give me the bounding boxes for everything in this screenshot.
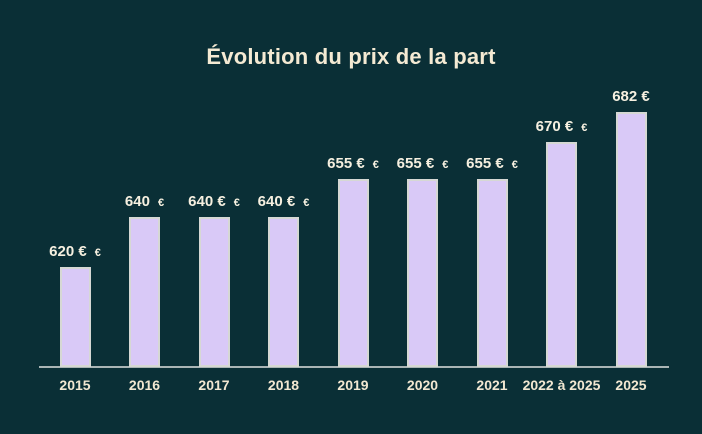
bar-value-label: 620 € € (49, 243, 101, 260)
bar-value-unit-suffix: € (303, 197, 310, 209)
bar-value-text: 655 € (396, 155, 435, 172)
chart-title: Évolution du prix de la part (206, 44, 496, 69)
bar-value-label: 655 € € (466, 155, 518, 172)
bar-value-text: 670 € (535, 118, 574, 135)
x-axis-line (39, 366, 669, 368)
x-tick-label-2022 à 2025: 2022 à 2025 (522, 377, 601, 393)
bar-value-label: 670 € € (536, 118, 588, 135)
bar-value-unit-suffix: € (233, 197, 240, 209)
bar-value-label: 655 € € (397, 155, 449, 172)
bar-2025 (615, 112, 647, 367)
bar-value-unit-suffix: € (94, 247, 101, 259)
bar-group-2016: 640 € (100, 193, 190, 367)
bar-value-label: 655 € € (327, 155, 379, 172)
x-tick-label-2015: 2015 (59, 377, 91, 393)
x-tick-label-2018: 2018 (267, 377, 300, 393)
bar-value-text: 640 € (188, 193, 226, 210)
bar-group-2017: 640 € € (169, 193, 259, 367)
bar-value-unit-suffix: € (372, 159, 379, 171)
bar-value-text: 655 € (466, 155, 504, 172)
x-tick-label-2021: 2021 (476, 377, 508, 393)
bar-value-text: 640 (124, 193, 150, 210)
bar-value-label: 640 € (125, 193, 164, 210)
bar-value-label: 640 € € (188, 193, 240, 210)
bar-group-2022 à 2025: 670 € € (517, 118, 607, 367)
bar-2019 (337, 179, 369, 367)
x-tick-label-2020: 2020 (406, 377, 439, 393)
bar-group-2021: 655 € € (447, 155, 537, 367)
bar-2015 (59, 267, 91, 367)
bar-value-text: 620 € (49, 243, 87, 260)
bar-value-unit-suffix: € (442, 159, 449, 171)
bar-2021 (476, 179, 508, 367)
bar-2018 (268, 217, 299, 367)
bar-group-2015: 620 € € (30, 243, 120, 367)
bar-2016 (129, 217, 160, 367)
bar-value-text: 640 € (257, 193, 296, 210)
bar-value-unit-suffix: € (157, 197, 165, 209)
bar-value-label: 682 € (612, 88, 650, 105)
x-tick-label-2019: 2019 (337, 377, 369, 393)
bar-value-unit-suffix: € (511, 159, 518, 171)
x-tick-label-2017: 2017 (198, 377, 230, 393)
x-tick-label-2025: 2025 (615, 377, 647, 393)
bar-group-2020: 655 € € (378, 155, 468, 367)
bar-value-unit-suffix: € (581, 122, 588, 134)
bar-group-2019: 655 € € (308, 155, 398, 367)
bar-value-text: 655 € (327, 155, 365, 172)
bar-group-2025: 682 € (586, 88, 676, 367)
bar-group-2018: 640 € € (239, 193, 329, 367)
bar-2017 (198, 217, 230, 367)
bar-value-text: 682 € (612, 88, 650, 105)
x-tick-label-2016: 2016 (128, 377, 161, 393)
bar-2020 (407, 179, 438, 367)
bar-value-label: 640 € € (258, 193, 310, 210)
bar-2022 à 2025 (546, 142, 577, 367)
